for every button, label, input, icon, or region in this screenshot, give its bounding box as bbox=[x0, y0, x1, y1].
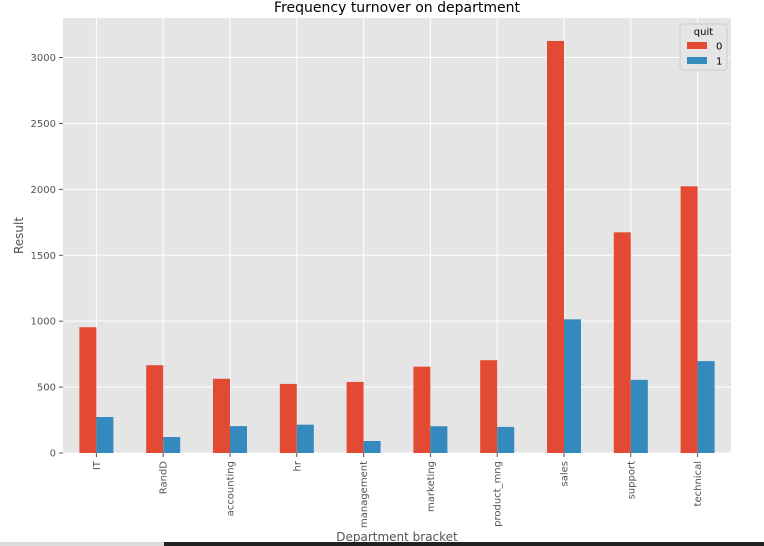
bar-RandD-quit-1 bbox=[163, 437, 181, 453]
y-axis-label: Result bbox=[12, 217, 26, 254]
y-tick-label: 1000 bbox=[31, 317, 56, 328]
bar-IT-quit-0 bbox=[79, 327, 97, 453]
x-tick-label: product_mng bbox=[493, 461, 504, 527]
x-tick-label: hr bbox=[292, 460, 303, 471]
bar-product_mng-quit-0 bbox=[480, 360, 498, 453]
x-tick-label: technical bbox=[693, 461, 704, 506]
bar-technical-quit-0 bbox=[680, 186, 698, 453]
bar-hr-quit-1 bbox=[296, 424, 314, 453]
bar-accounting-quit-1 bbox=[230, 426, 247, 453]
y-tick-label: 1500 bbox=[31, 251, 56, 262]
legend-title: quit bbox=[694, 27, 713, 38]
bar-management-quit-1 bbox=[363, 441, 381, 453]
y-tick-label: 2000 bbox=[31, 185, 56, 196]
bar-sales-quit-0 bbox=[547, 40, 564, 453]
y-tick-label: 0 bbox=[50, 449, 56, 460]
y-tick-label: 3000 bbox=[31, 53, 56, 64]
x-tick-label: IT bbox=[92, 460, 103, 470]
bar-management-quit-0 bbox=[346, 381, 364, 453]
x-axis-ticks: IT RandD accounting hr management marketing pr… bbox=[92, 453, 704, 528]
bar-support-quit-1 bbox=[630, 379, 648, 453]
x-tick-label: RandD bbox=[159, 461, 170, 495]
bar-product_mng-quit-1 bbox=[497, 426, 515, 453]
x-tick-label: management bbox=[359, 461, 370, 528]
legend-swatch-1 bbox=[687, 57, 707, 64]
x-tick-label: support bbox=[626, 461, 637, 499]
scrollbar-thumb[interactable] bbox=[164, 542, 764, 546]
y-tick-label: 2500 bbox=[31, 119, 56, 130]
chart-title: Frequency turnover on department bbox=[274, 0, 520, 16]
bar-technical-quit-1 bbox=[697, 361, 715, 453]
y-tick-label: 500 bbox=[37, 383, 56, 394]
y-axis-ticks: 0 500 1000 1500 2000 2500 3000 bbox=[31, 53, 63, 460]
bars bbox=[79, 40, 715, 453]
x-tick-label: accounting bbox=[226, 461, 237, 516]
bar-accounting-quit-0 bbox=[213, 378, 230, 453]
bar-hr-quit-0 bbox=[279, 383, 297, 453]
bar-IT-quit-1 bbox=[96, 417, 114, 453]
bar-RandD-quit-0 bbox=[146, 365, 164, 453]
legend: quit 0 1 bbox=[679, 23, 728, 71]
legend-label-1: 1 bbox=[716, 57, 722, 68]
bar-marketing-quit-1 bbox=[430, 426, 448, 453]
x-tick-label: marketing bbox=[426, 461, 437, 512]
x-axis-label: Department bracket bbox=[336, 530, 458, 544]
x-tick-label: sales bbox=[560, 461, 571, 486]
legend-label-0: 0 bbox=[716, 42, 722, 53]
legend-swatch-0 bbox=[687, 42, 707, 49]
bar-sales-quit-1 bbox=[564, 319, 581, 453]
bar-marketing-quit-0 bbox=[413, 366, 431, 453]
bar-support-quit-0 bbox=[613, 232, 631, 453]
